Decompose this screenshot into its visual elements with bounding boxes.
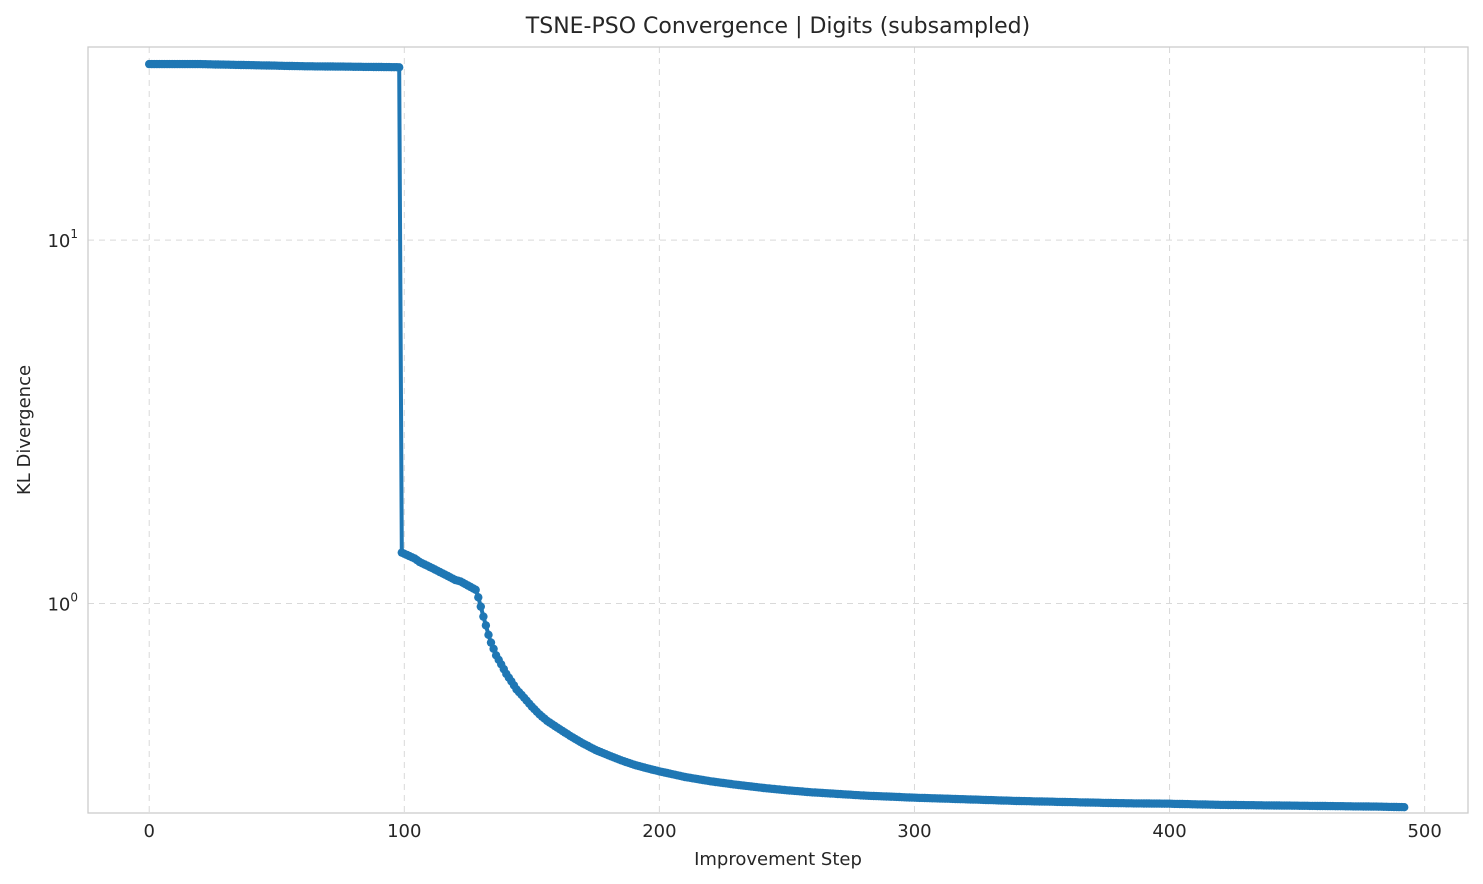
- y-tick-base: 10: [47, 231, 70, 252]
- grid-lines: [88, 47, 1468, 813]
- chart-title: TSNE-PSO Convergence | Digits (subsample…: [525, 14, 1030, 39]
- x-tick-labels: 0 100 200 300 400 500: [143, 821, 1441, 842]
- x-tick-label: 400: [1152, 821, 1186, 842]
- x-tick-label: 200: [642, 821, 676, 842]
- data-point: [1400, 803, 1409, 812]
- data-point: [474, 593, 483, 602]
- y-axis-label: KL Divergence: [14, 365, 35, 495]
- data-series: [145, 59, 1409, 812]
- x-tick-label: 500: [1407, 821, 1441, 842]
- data-point: [484, 630, 493, 639]
- y-tick-base: 10: [47, 594, 70, 615]
- data-point: [395, 63, 404, 72]
- y-tick-exponent: 1: [70, 227, 78, 241]
- data-point: [471, 585, 480, 594]
- data-point: [481, 621, 491, 630]
- x-tick-label: 0: [143, 821, 154, 842]
- x-axis-label: Improvement Step: [694, 849, 862, 870]
- y-tick-exponent: 0: [70, 590, 78, 604]
- data-point: [476, 602, 485, 611]
- x-tick-label: 300: [897, 821, 931, 842]
- y-tick-label: 100: [47, 590, 78, 615]
- data-point: [479, 612, 488, 621]
- data-point: [489, 644, 498, 653]
- y-tick-label: 101: [47, 227, 78, 252]
- x-tick-label: 100: [387, 821, 421, 842]
- plot-frame: [87, 46, 1469, 814]
